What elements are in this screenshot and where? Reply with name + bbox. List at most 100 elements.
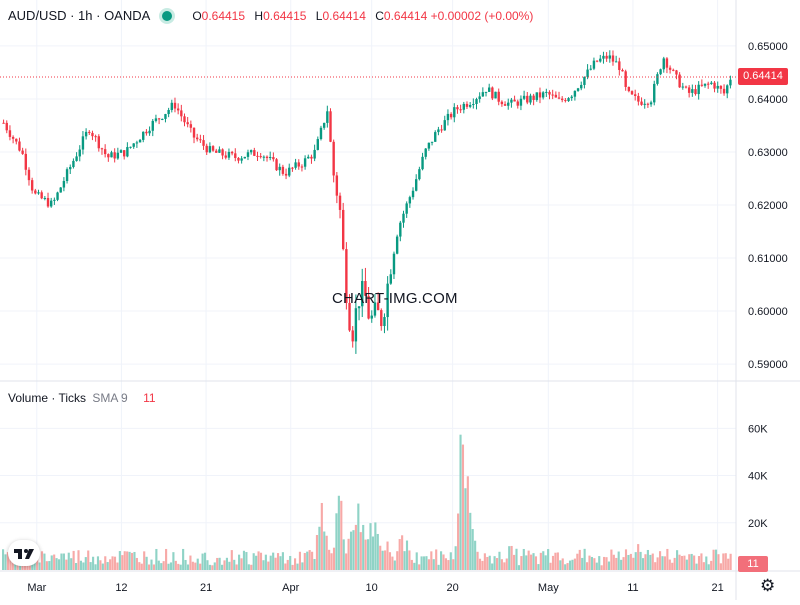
volume-bar (191, 561, 194, 570)
candle-body (678, 74, 681, 88)
candle-body (40, 192, 43, 199)
volume-bar (556, 552, 559, 570)
volume-bar (666, 548, 669, 570)
candle-body (386, 283, 389, 318)
candle-body (297, 162, 300, 167)
volume-bar (590, 556, 593, 570)
volume-bar (247, 564, 250, 570)
volume-bar (527, 550, 530, 570)
candle-body (672, 69, 675, 71)
volume-bar (62, 553, 65, 570)
volume-bar (678, 554, 681, 570)
volume-bar (345, 553, 348, 570)
volume-bar (573, 558, 576, 570)
candle-body (56, 192, 59, 200)
candle-body (173, 102, 177, 109)
volume-bar (695, 563, 698, 570)
candle-body (345, 249, 348, 303)
volume-bar (627, 555, 630, 570)
candle-body (500, 101, 504, 105)
volume-bar (717, 554, 720, 570)
candle-body (389, 274, 393, 284)
candle-body (75, 156, 78, 161)
open-label: O (192, 8, 202, 23)
symbol-title[interactable]: AUD/USD · 1h · OANDA (8, 8, 151, 23)
volume-bar (160, 563, 163, 570)
volume-bar (559, 560, 562, 570)
volume-bar (379, 545, 382, 570)
volume-bar (294, 558, 297, 570)
candle-body (621, 69, 624, 72)
volume-bar (259, 552, 263, 570)
candle-body (726, 85, 729, 94)
volume-last-tag: 11 (738, 556, 768, 572)
candle-body (2, 122, 5, 124)
candle-body (697, 84, 700, 95)
candle-body (319, 127, 323, 140)
volume-bar (213, 562, 216, 570)
volume-bar (335, 513, 338, 570)
volume-bar (605, 557, 608, 570)
candle-body (11, 136, 15, 139)
volume-bar (182, 548, 185, 570)
candle-body (618, 61, 621, 70)
volume-bar (57, 559, 61, 570)
tradingview-logo-icon (14, 549, 34, 559)
volume-bar (564, 564, 567, 570)
candle-body (281, 166, 285, 174)
candle-body (380, 310, 383, 327)
volume-bar (508, 546, 511, 570)
volume-bar (72, 550, 75, 570)
candle-body (526, 95, 529, 103)
volume-bar (483, 553, 486, 570)
high-value: 0.64415 (263, 8, 307, 23)
tradingview-logo[interactable] (8, 540, 40, 566)
candle-body (507, 102, 510, 106)
volume-bar (654, 562, 657, 570)
volume-bar (128, 551, 131, 570)
volume-bar (357, 503, 360, 570)
volume-bar (586, 562, 589, 570)
x-tick-label: 11 (627, 582, 638, 594)
candle-body (529, 95, 532, 103)
volume-bar (440, 551, 443, 570)
volume-bar (216, 557, 219, 570)
gear-icon[interactable]: ⚙ (760, 576, 776, 595)
candle-body (646, 103, 650, 105)
volume-bar (476, 551, 479, 570)
volume-bar (376, 533, 379, 570)
candle-body (567, 98, 570, 102)
volume-bar (177, 563, 180, 570)
volume-bar (464, 488, 467, 570)
candle-body (589, 68, 592, 70)
volume-bar (106, 562, 109, 570)
volume-bar (471, 529, 474, 570)
volume-bar (281, 552, 284, 570)
volume-label[interactable]: Volume · Ticks (8, 391, 87, 405)
volume-bar (388, 552, 392, 570)
candle-body (135, 142, 139, 144)
volume-bar (354, 524, 357, 570)
candle-body (262, 156, 266, 158)
volume-bar (705, 556, 708, 570)
candle-body (630, 91, 634, 95)
candle-body (284, 173, 288, 176)
chart-header: AUD/USD · 1h · OANDA O0.64415 H0.64415 L… (8, 8, 533, 23)
candle-body (418, 169, 421, 180)
volume-bar (486, 556, 489, 570)
low-value: 0.64414 (322, 8, 366, 23)
volume-bar (685, 559, 688, 570)
volume-bar (208, 564, 211, 570)
volume-bar (130, 552, 134, 570)
candle-body (199, 139, 202, 141)
volume-bar (174, 560, 177, 570)
candle-body (700, 84, 704, 86)
volume-bar (644, 554, 647, 570)
volume-bar (515, 548, 518, 570)
candle-body (30, 180, 34, 191)
candle-body (253, 150, 256, 156)
volume-bar (551, 555, 555, 570)
volume-bar (233, 559, 236, 570)
